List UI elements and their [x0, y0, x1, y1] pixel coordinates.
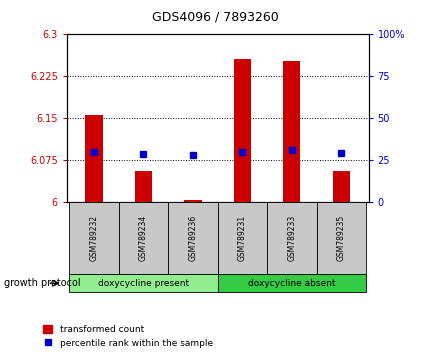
Text: doxycycline absent: doxycycline absent — [248, 279, 335, 288]
Bar — [69, 274, 217, 292]
Bar — [168, 202, 217, 274]
Text: GSM789231: GSM789231 — [237, 215, 246, 261]
Bar — [184, 200, 201, 202]
Bar — [267, 202, 316, 274]
Text: GDS4096 / 7893260: GDS4096 / 7893260 — [152, 11, 278, 24]
Text: GSM789235: GSM789235 — [336, 215, 345, 261]
Bar — [217, 202, 267, 274]
Text: doxycycline present: doxycycline present — [98, 279, 189, 288]
Text: GSM789236: GSM789236 — [188, 215, 197, 261]
Text: GSM789233: GSM789233 — [287, 215, 296, 261]
Bar — [118, 202, 168, 274]
Bar — [69, 202, 118, 274]
Bar — [316, 202, 365, 274]
Text: growth protocol: growth protocol — [4, 278, 81, 288]
Bar — [85, 115, 102, 202]
Text: GSM789234: GSM789234 — [138, 215, 147, 261]
Text: GSM789232: GSM789232 — [89, 215, 98, 261]
Bar — [283, 61, 300, 202]
Bar — [332, 171, 349, 202]
Bar — [233, 59, 250, 202]
Bar — [135, 171, 152, 202]
Legend: transformed count, percentile rank within the sample: transformed count, percentile rank withi… — [43, 325, 212, 348]
Bar — [217, 274, 365, 292]
